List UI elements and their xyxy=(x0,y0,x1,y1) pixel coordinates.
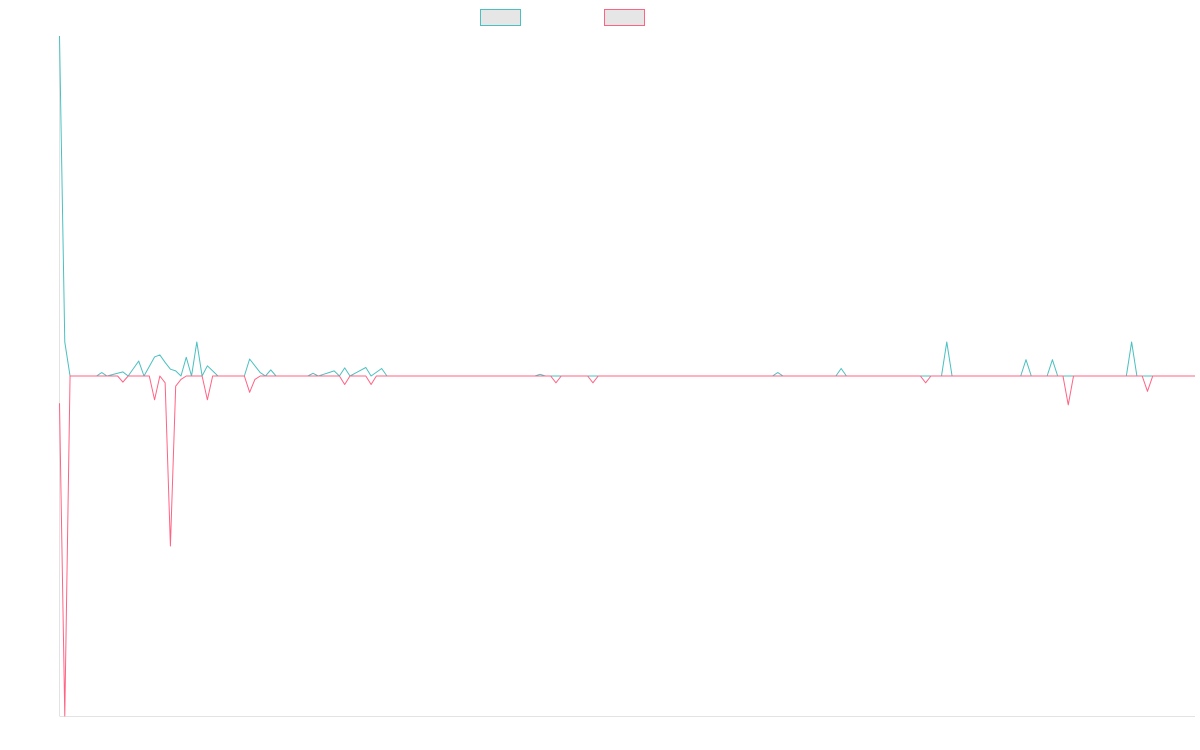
plot-area xyxy=(59,35,1195,717)
series-line-1 xyxy=(59,35,1195,377)
legend-swatch-series-2[interactable] xyxy=(604,9,645,26)
series-line-2 xyxy=(59,375,1195,717)
legend xyxy=(480,9,645,26)
axes xyxy=(59,36,1195,717)
legend-swatch-series-1[interactable] xyxy=(480,9,521,26)
